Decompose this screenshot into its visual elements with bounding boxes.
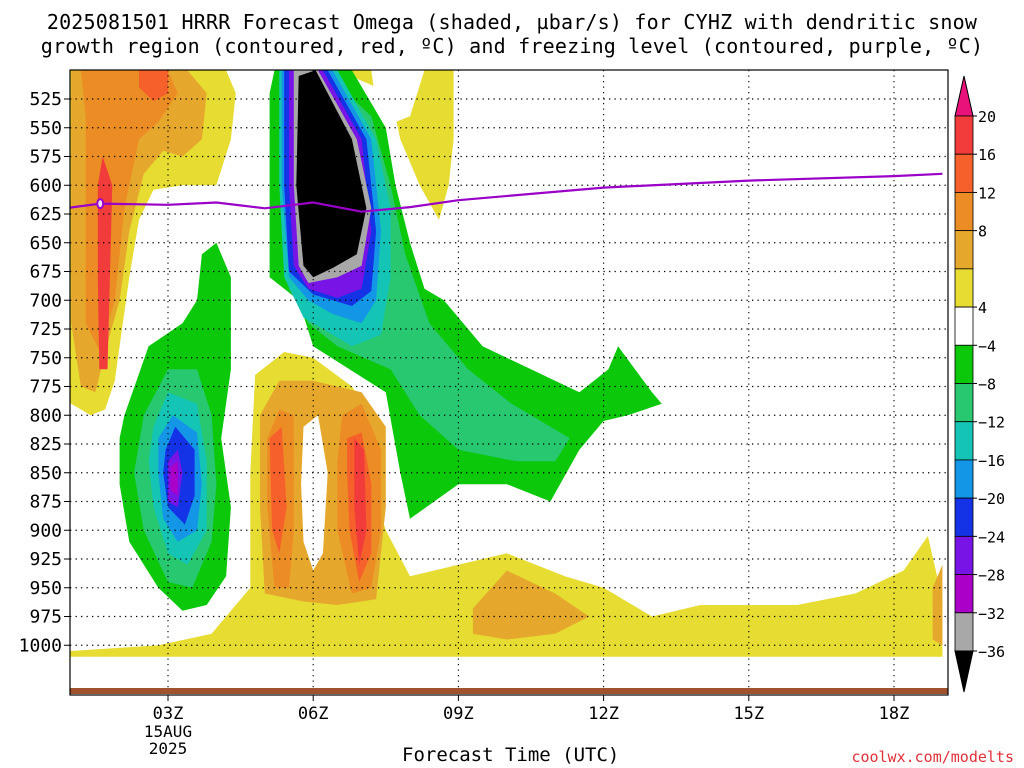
colorbar-label: 20 — [978, 108, 996, 126]
omega-shaded-regions — [70, 70, 943, 657]
colorbar-cell-5 — [954, 306, 974, 346]
y-tick-label: 975 — [29, 607, 62, 628]
x-tick-label: 06Z — [298, 704, 329, 724]
colorbar: 20 16 12 8 4 −4 −8 −12 −16 −20 −24 −28 −32 −36 — [954, 75, 1005, 693]
colorbar-label: −8 — [978, 376, 996, 394]
omega-region-3 — [139, 70, 168, 102]
colorbar-label: −20 — [978, 490, 1005, 508]
y-tick-label: 550 — [29, 118, 62, 139]
y-tick-label: 750 — [29, 348, 62, 369]
colorbar-label: −24 — [978, 528, 1005, 546]
y-axis-ticks: 525 550 575 600 625 650 675 700 725 750 775 800 825 8… — [19, 89, 70, 656]
x-tick-label: 03Z — [153, 704, 184, 724]
colorbar-arrow-top — [954, 75, 974, 117]
colorbar-cell-1 — [954, 153, 974, 193]
colorbar-cell-4 — [954, 268, 974, 308]
y-tick-label: 675 — [29, 262, 62, 283]
omega-region-20 — [296, 70, 367, 278]
colorbar-label: −32 — [978, 605, 1005, 623]
omega-region-24 — [932, 564, 943, 646]
ground-surface-bar — [70, 688, 948, 694]
omega-region-30 — [301, 415, 328, 571]
freezing-level-marker — [96, 198, 105, 210]
y-tick-label: 650 — [29, 233, 62, 254]
freezing-level-line — [70, 172, 943, 213]
colorbar-label: −36 — [978, 643, 1005, 661]
y-tick-label: 950 — [29, 578, 62, 599]
colorbar-cell-2 — [954, 192, 974, 232]
x-tick-label: 09Z — [443, 704, 474, 724]
y-tick-label: 875 — [29, 492, 62, 513]
y-tick-label: 1000 — [19, 635, 62, 656]
x-tick-label: 12Z — [588, 704, 619, 724]
credit-link[interactable]: coolwx.com/modelts — [851, 748, 1014, 766]
colorbar-label: 12 — [978, 184, 996, 202]
colorbar-cell-10 — [954, 497, 974, 537]
y-tick-label: 900 — [29, 520, 62, 541]
y-tick-label: 800 — [29, 405, 62, 426]
y-tick-label: 925 — [29, 549, 62, 570]
x-date-label: 15AUG — [144, 722, 192, 741]
omega-region-27 — [269, 426, 287, 554]
y-tick-label: 725 — [29, 319, 62, 340]
y-tick-label: 850 — [29, 463, 62, 484]
plot-frame — [69, 69, 949, 696]
colorbar-cell-8 — [954, 421, 974, 461]
y-tick-label: 625 — [29, 204, 62, 225]
y-tick-label: 600 — [29, 175, 62, 196]
freezing-level-layer — [70, 172, 943, 213]
colorbar-arrow-bottom — [954, 650, 974, 693]
colorbar-label: 16 — [978, 146, 996, 164]
omega-region-29 — [354, 438, 367, 565]
omega-region-23 — [472, 570, 590, 640]
colorbar-label: −4 — [978, 337, 996, 355]
colorbar-cell-7 — [954, 383, 974, 423]
colorbar-cell-0 — [954, 115, 974, 155]
x-tick-label: 18Z — [879, 704, 910, 724]
colorbar-cell-11 — [954, 535, 974, 575]
grid-lines — [70, 70, 948, 695]
colorbar-cell-3 — [954, 230, 974, 270]
x-tick-label: 15Z — [733, 704, 764, 724]
colorbar-label: 8 — [978, 223, 987, 241]
colorbar-cell-9 — [954, 459, 974, 499]
colorbar-label: −16 — [978, 452, 1005, 470]
chart-title-line2: growth region (contoured, red, ºC) and f… — [40, 34, 984, 58]
colorbar-label: −28 — [978, 567, 1005, 585]
y-tick-label: 575 — [29, 147, 62, 168]
x-date-label: 2025 — [149, 739, 188, 758]
y-tick-label: 825 — [29, 434, 62, 455]
omega-region-31 — [371, 70, 425, 122]
colorbar-label: 4 — [978, 299, 987, 317]
chart-title-line1: 2025081501 HRRR Forecast Omega (shaded, … — [46, 10, 978, 34]
colorbar-cell-13 — [954, 612, 974, 652]
omega-region-4 — [97, 156, 113, 370]
omega-region-12 — [170, 461, 178, 496]
y-tick-label: 525 — [29, 89, 62, 110]
y-tick-label: 775 — [29, 377, 62, 398]
colorbar-label: −12 — [978, 414, 1005, 432]
y-tick-label: 700 — [29, 290, 62, 311]
colorbar-cell-6 — [954, 344, 974, 384]
omega-region-5 — [337, 70, 454, 220]
x-axis-label: Forecast Time (UTC) — [402, 744, 620, 766]
colorbar-cell-12 — [954, 574, 974, 614]
